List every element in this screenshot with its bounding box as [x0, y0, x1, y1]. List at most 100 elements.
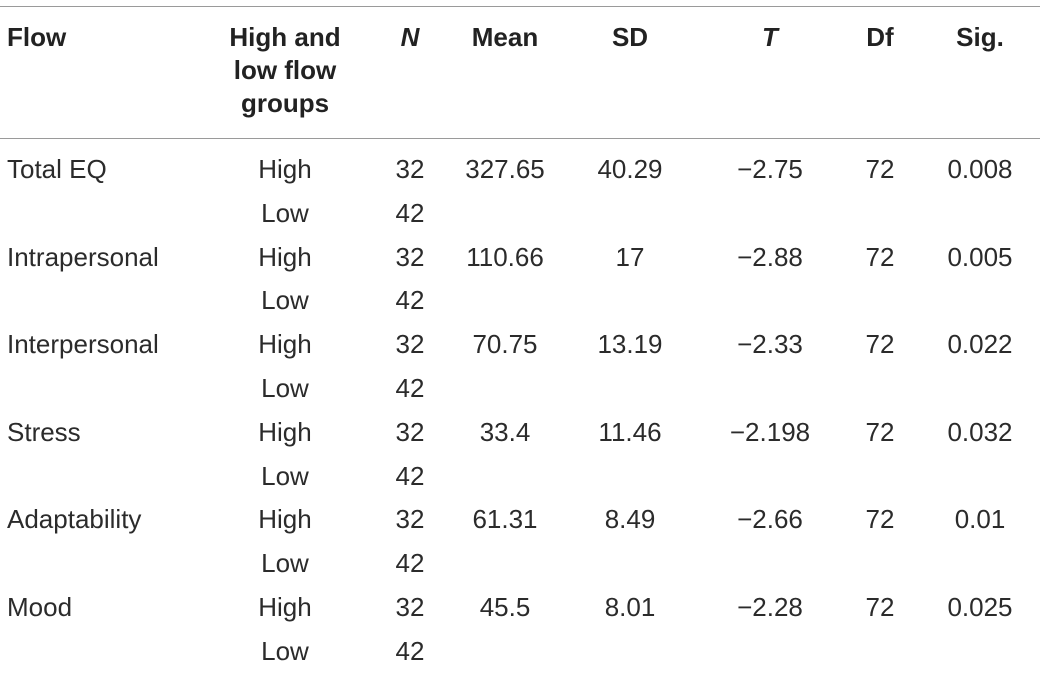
cell-t: [700, 192, 840, 236]
header-flow: Flow: [7, 22, 67, 52]
header-group-line: High and: [229, 22, 341, 52]
cell-df: 72: [865, 329, 895, 360]
cell-df: 72: [865, 416, 895, 447]
header-sig: Sig.: [956, 22, 1004, 52]
header-row: Flow High and low flow groups N Mean SD …: [0, 7, 1040, 138]
cell-sig: 0.022: [947, 329, 1013, 360]
cell-group: Low: [261, 372, 309, 403]
cell-mean: [450, 455, 560, 499]
cell-mean: 110.66: [466, 241, 544, 272]
cell-n: 32: [395, 416, 425, 447]
cell-df: 72: [865, 591, 895, 622]
cell-group: High: [258, 329, 312, 360]
table-top-rule: [0, 6, 1040, 7]
cell-flow: [0, 542, 200, 586]
cell-t: −2.198: [729, 416, 811, 447]
cell-sig: 0.025: [947, 591, 1013, 622]
cell-df: [840, 279, 920, 323]
cell-mean: 327.65: [465, 154, 545, 184]
cell-n: 42: [395, 285, 425, 316]
cell-sig: 0.032: [947, 416, 1013, 447]
cell-df: 72: [865, 241, 895, 272]
cell-mean: [450, 367, 560, 411]
cell-n: 32: [395, 329, 425, 360]
cell-mean: 45.5: [479, 591, 531, 622]
cell-t: −2.75: [737, 154, 803, 184]
cell-n: 42: [395, 372, 425, 403]
cell-sig: [920, 192, 1040, 236]
cell-flow: [0, 455, 200, 499]
cell-mean: 70.75: [472, 329, 538, 360]
table-row: Mood High 32 45.5 8.01 −2.28 72 0.025: [0, 586, 1040, 630]
cell-mean: [450, 279, 560, 323]
cell-t: [700, 455, 840, 499]
results-table: Flow High and low flow groups N Mean SD …: [0, 7, 1040, 674]
cell-mean: [450, 630, 560, 674]
cell-group: Low: [261, 460, 309, 491]
cell-group: High: [258, 591, 312, 622]
cell-sd: 40.29: [597, 154, 663, 184]
cell-t: [700, 542, 840, 586]
cell-sig: [920, 455, 1040, 499]
cell-flow: Intrapersonal: [7, 241, 159, 272]
cell-df: [840, 542, 920, 586]
header-group-line: low flow: [233, 55, 337, 85]
table-row: Low 42: [0, 542, 1040, 586]
cell-n: 32: [395, 241, 425, 272]
header-mean: Mean: [471, 22, 539, 52]
table-row: Low 42: [0, 630, 1040, 674]
table-row: Interpersonal High 32 70.75 13.19 −2.33 72 0.02…: [0, 323, 1040, 367]
cell-flow: [0, 630, 200, 674]
cell-sd: 8.01: [604, 591, 656, 622]
cell-df: [840, 192, 920, 236]
cell-sd: 17: [615, 241, 645, 272]
cell-t: [700, 630, 840, 674]
cell-sig: [920, 367, 1040, 411]
cell-flow: [0, 367, 200, 411]
cell-n: 42: [395, 635, 425, 666]
cell-group: High: [258, 241, 312, 272]
cell-sd: 8.49: [604, 504, 656, 535]
cell-n: 42: [395, 460, 425, 491]
cell-flow: Adaptability: [7, 504, 142, 535]
cell-group: High: [258, 154, 312, 184]
cell-sd: [560, 542, 700, 586]
header-df: Df: [866, 22, 894, 52]
cell-df: 72: [865, 504, 895, 535]
cell-sd: [560, 630, 700, 674]
cell-n: 42: [395, 548, 425, 579]
cell-sd: [560, 279, 700, 323]
cell-t: [700, 367, 840, 411]
table-row: Stress High 32 33.4 11.46 −2.198 72 0.032: [0, 411, 1040, 455]
cell-group: High: [258, 504, 312, 535]
table-row: Total EQ High 32 327.65 40.29 −2.75 72 0.008: [0, 138, 1040, 192]
header-t: T: [762, 22, 778, 52]
cell-mean: [450, 542, 560, 586]
cell-t: −2.66: [737, 504, 803, 535]
cell-mean: 61.31: [472, 504, 538, 535]
cell-df: 72: [865, 154, 895, 184]
header-group-line: groups: [240, 88, 330, 118]
cell-group: Low: [261, 197, 309, 228]
cell-sd: [560, 367, 700, 411]
table-row: Low 42: [0, 279, 1040, 323]
cell-flow: Stress: [7, 416, 81, 447]
cell-group: Low: [261, 285, 309, 316]
table-row: Intrapersonal High 32 110.66 17 −2.88 72 0.005: [0, 236, 1040, 280]
cell-sd: [560, 455, 700, 499]
cell-sd: 13.19: [597, 329, 663, 360]
cell-group: Low: [261, 548, 309, 579]
cell-sd: [560, 192, 700, 236]
table-row: Low 42: [0, 367, 1040, 411]
cell-sig: [920, 630, 1040, 674]
cell-t: −2.88: [737, 241, 803, 272]
cell-flow: Mood: [7, 591, 73, 622]
cell-sig: [920, 279, 1040, 323]
cell-group: High: [258, 416, 312, 447]
cell-mean: 33.4: [479, 416, 531, 447]
cell-mean: [450, 192, 560, 236]
header-group: High and low flow groups: [200, 7, 370, 138]
cell-df: [840, 455, 920, 499]
cell-sig: 0.005: [947, 241, 1013, 272]
